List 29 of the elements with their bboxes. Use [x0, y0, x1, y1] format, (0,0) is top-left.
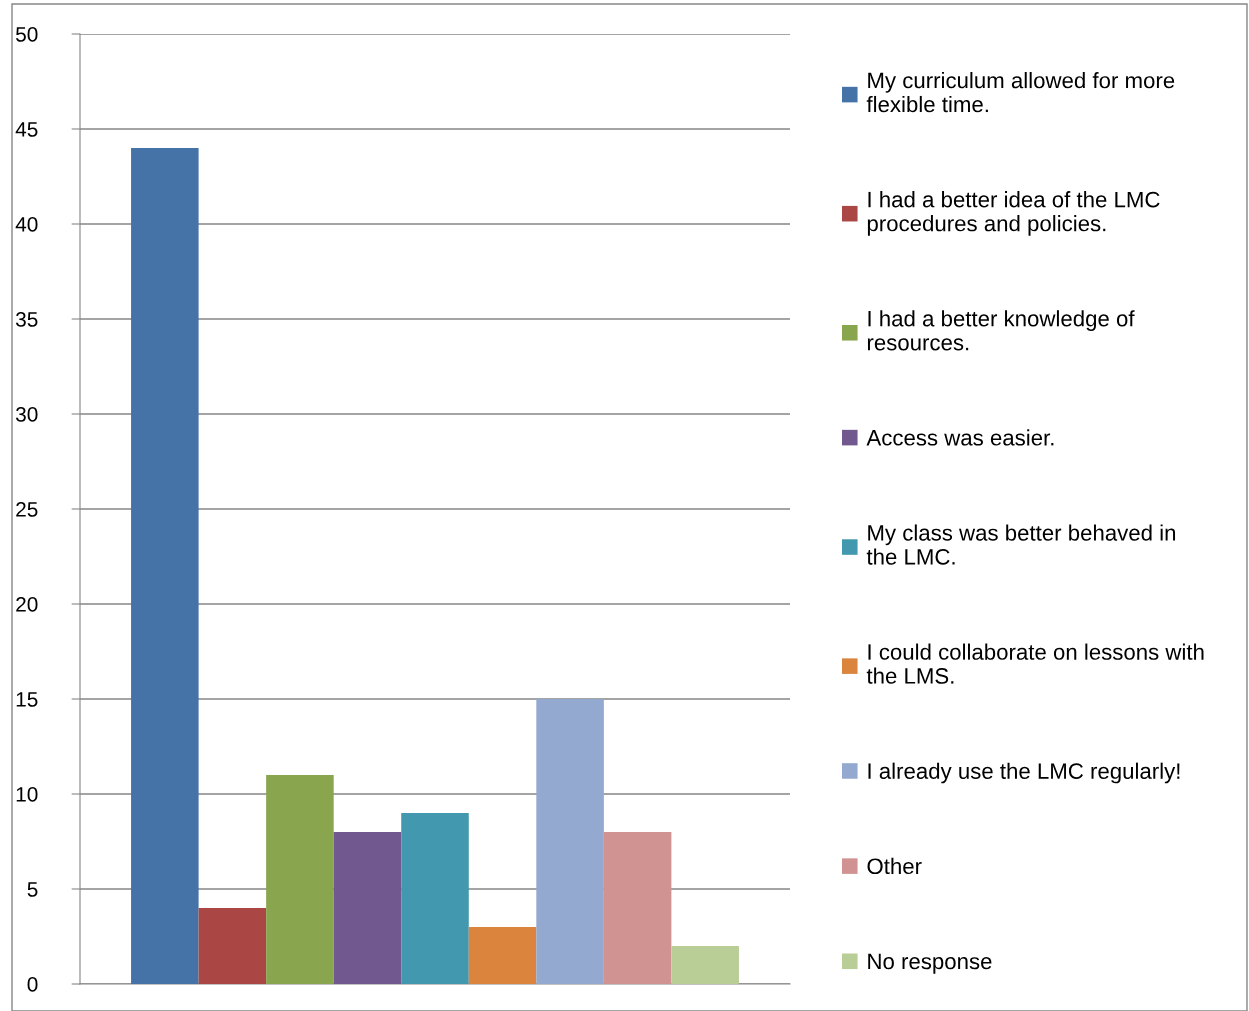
y-tick-label: 25 — [16, 502, 38, 517]
legend-label: My class was better behaved in the LMC. — [866, 524, 1176, 565]
legend-label: Access was easier. — [866, 429, 1054, 446]
y-tick-label: 15 — [16, 692, 38, 707]
bar — [603, 832, 672, 984]
legend-label: Other — [867, 857, 922, 875]
y-tick-label: 5 — [27, 882, 38, 897]
y-tick-label: 30 — [15, 407, 38, 422]
bar — [266, 775, 334, 984]
legend-label: I had a better knowledge of resources. — [867, 310, 1135, 351]
legend-label: No response — [868, 953, 992, 974]
bar — [401, 813, 469, 984]
legend-label: My curriculum allowed for more flexible time. — [866, 72, 1175, 113]
bar — [468, 927, 537, 984]
bar — [671, 946, 739, 984]
y-tick-label: 35 — [15, 312, 38, 327]
y-tick-label: 40 — [15, 217, 38, 232]
legend-label: I had a better idea of the LMC procedures and policies. — [867, 191, 1160, 236]
bar — [333, 832, 402, 984]
legend-label: I already use the LMC regularly! — [868, 762, 1180, 784]
bar — [131, 148, 199, 984]
y-tick-label: 10 — [16, 787, 38, 802]
bar — [536, 699, 604, 984]
y-tick-label: 0 — [27, 977, 38, 992]
bar — [198, 908, 267, 984]
legend-label: I could collaborate on lessons with the LMS. — [866, 643, 1204, 684]
y-tick-label: 45 — [15, 122, 38, 137]
y-tick-label: 20 — [16, 597, 38, 612]
y-tick-label: 50 — [16, 27, 38, 42]
